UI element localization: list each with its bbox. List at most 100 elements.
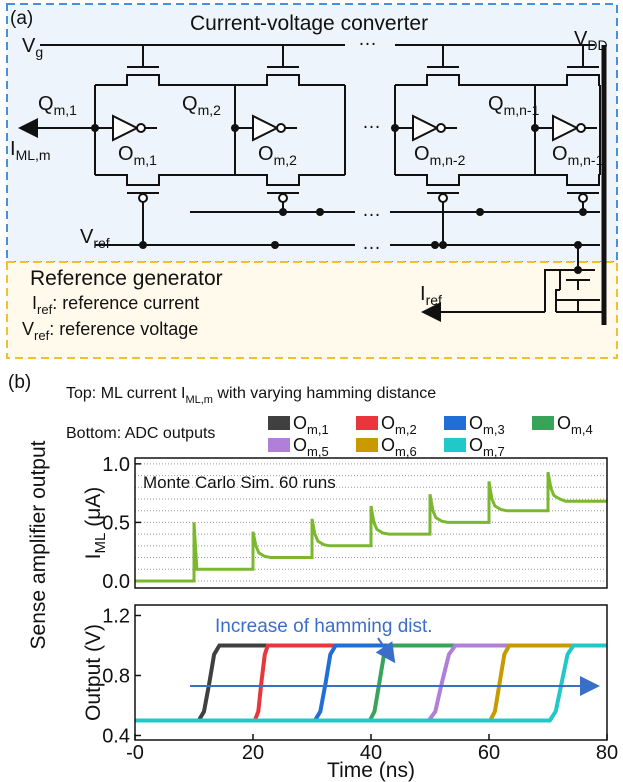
inverter-bubble — [136, 123, 146, 133]
o-label-text: O — [118, 143, 134, 165]
legend-label: Om,6 — [381, 435, 417, 459]
x-tick-label: 80 — [596, 742, 618, 764]
q-label: Qm,2 — [182, 93, 221, 118]
iref-desc-sub: ref — [37, 302, 53, 317]
inverter — [412, 114, 440, 142]
legend-swatch — [444, 416, 466, 430]
inverter-bubble — [576, 123, 586, 133]
y-tick-label: 0.5 — [102, 512, 130, 534]
ellipsis: … — [362, 233, 381, 254]
wire — [395, 74, 535, 86]
legend-swatch — [268, 438, 290, 452]
o-label-text: O — [552, 143, 568, 165]
legend-swatch — [268, 416, 290, 430]
node-dot — [391, 124, 399, 132]
y-axis-label-text: I — [82, 553, 105, 559]
vref-desc-text: V — [22, 319, 34, 339]
iml-label: IML,m — [10, 138, 51, 163]
data-line — [135, 643, 607, 723]
legend-label-text: O — [469, 413, 483, 433]
legend-label-text: O — [557, 413, 571, 433]
vref-desc-rest: : reference voltage — [49, 319, 198, 339]
node-dot — [316, 208, 324, 216]
legend-label: Om,3 — [469, 413, 505, 437]
q-label-sub: m,2 — [198, 102, 222, 118]
vref-desc: Vref: reference voltage — [22, 319, 198, 343]
q-label: Qm,n-1 — [488, 93, 540, 118]
legend-swatch — [532, 416, 554, 430]
wire — [427, 45, 459, 68]
node-dot — [231, 124, 239, 132]
subtitle-sub: ML,m — [185, 394, 213, 406]
legend-label-sub: m,6 — [395, 444, 417, 459]
y-tick-label: 0.0 — [102, 571, 130, 593]
data-line — [135, 471, 607, 583]
side-label: Sense amplifier output — [27, 440, 50, 649]
wire — [235, 74, 345, 86]
gate-bubble — [438, 193, 448, 203]
o-label: Om,1 — [118, 143, 157, 168]
y-tick-label: 1.0 — [102, 454, 130, 476]
data-line — [135, 643, 607, 723]
plot-frame — [134, 457, 608, 589]
y-axis-label: IML (μA) — [82, 487, 109, 560]
y-axis-label-sub: ML — [92, 533, 109, 554]
vdd-label-sub: DD — [587, 37, 607, 53]
node-dot — [531, 124, 539, 132]
legend-label: Om,5 — [293, 435, 329, 459]
o-label-sub: m,1 — [134, 152, 158, 168]
o-label-sub: m,n-2 — [430, 152, 466, 168]
inverter — [552, 114, 580, 142]
annotation: Increase of hamming dist. — [215, 616, 433, 637]
section-title: Reference generator — [30, 267, 223, 290]
x-tick-label: 40 — [360, 742, 382, 764]
vg-label-text: V — [22, 35, 36, 57]
vref-label-sub: ref — [93, 235, 109, 251]
y-axis-label: Output (V) — [82, 624, 105, 721]
o-label: Om,n-2 — [414, 143, 466, 168]
gate-bubble — [138, 193, 148, 203]
ellipsis: … — [362, 200, 381, 221]
plot-frame — [134, 604, 608, 741]
y-axis-label-rest: (μA) — [82, 487, 105, 533]
wire — [267, 45, 299, 68]
converter-box — [6, 3, 618, 263]
legend-label-sub: m,7 — [483, 444, 505, 459]
legend-label-sub: m,3 — [483, 422, 505, 437]
q-label-sub: m,1 — [54, 102, 78, 118]
x-tick-label: -0 — [126, 742, 144, 764]
o-label: Om,2 — [258, 143, 297, 168]
legend-label-text: O — [293, 435, 307, 455]
legend-label: Om,2 — [381, 413, 417, 437]
wire — [567, 45, 599, 68]
o-label-sub: m,n-1 — [568, 152, 604, 168]
subtitle: Bottom: ADC outputs — [66, 425, 215, 442]
x-tick-label: 60 — [478, 742, 500, 764]
legend-label-text: O — [293, 413, 307, 433]
q-label: Qm,1 — [38, 93, 77, 118]
ellipsis: … — [362, 112, 381, 133]
q-label-text: Q — [38, 93, 54, 115]
iref-label-text: I — [420, 283, 426, 305]
vref-label: Vref — [80, 226, 110, 251]
legend-label-text: O — [469, 435, 483, 455]
circuit — [18, 44, 607, 325]
ellipsis: … — [358, 29, 377, 50]
y-tick-label: 1.2 — [102, 606, 130, 628]
o-label: Om,n-1 — [552, 143, 604, 168]
subtitle: Top: ML current IML,m with varying hammi… — [66, 385, 436, 406]
legend-swatch — [444, 438, 466, 452]
wire — [127, 45, 159, 68]
q-label-text: Q — [488, 93, 504, 115]
legend-label-sub: m,2 — [395, 422, 417, 437]
vdd-label: VDD — [574, 28, 608, 53]
vref-label-text: V — [80, 226, 94, 248]
generator-box — [6, 261, 618, 359]
q-label-text: Q — [182, 93, 198, 115]
y-tick-label: 0.8 — [102, 666, 130, 688]
o-label-text: O — [258, 143, 274, 165]
q-label-sub: m,n-1 — [504, 102, 540, 118]
legend-label-text: O — [381, 413, 395, 433]
subtitle-text: Top: ML current I — [66, 385, 185, 402]
